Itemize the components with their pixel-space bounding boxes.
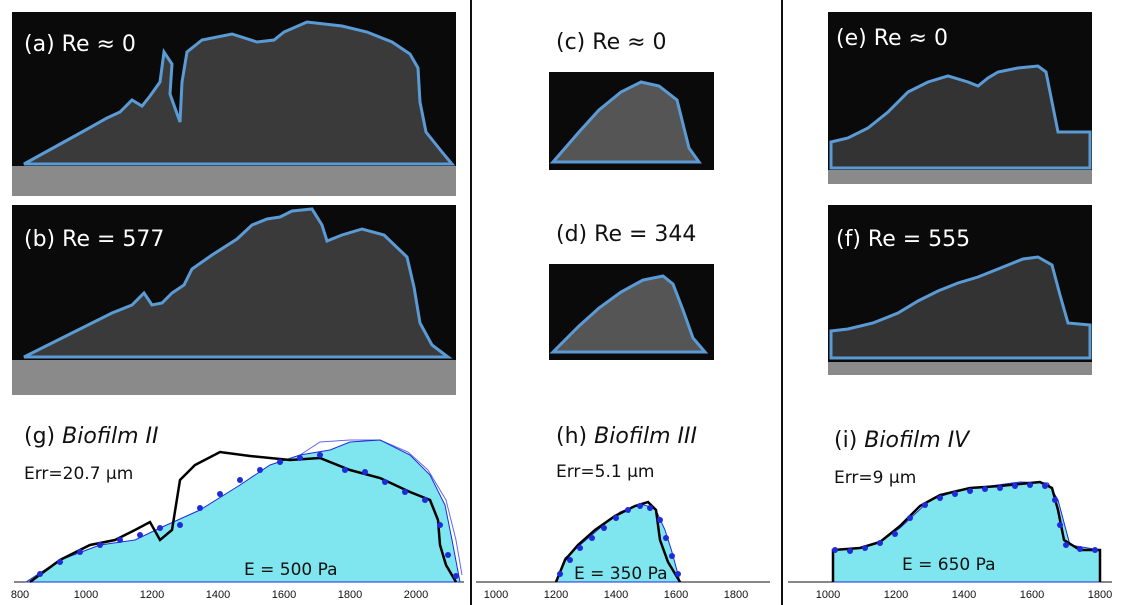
plot-i-tick: 1800 [1088, 589, 1112, 601]
plot-g-tick: 1600 [272, 589, 296, 601]
plot-h-title: (h) Biofilm III [556, 424, 697, 449]
plot-h-tick: 1000 [484, 589, 508, 601]
plot-g-title: (g) Biofilm II [24, 424, 159, 449]
plot-i-tick: 1200 [884, 589, 908, 601]
plot-h-modulus: E = 350 Pa [574, 564, 668, 584]
plot-h-tick: 1200 [544, 589, 568, 601]
plot-g-tick: 1000 [74, 589, 98, 601]
plot-g-tick: 800 [11, 589, 29, 601]
plot-g-tick: 1200 [140, 589, 164, 601]
plot-g-tick: 1800 [338, 589, 362, 601]
plot-i-tick: 1600 [1020, 589, 1044, 601]
plot-h-tick: 1400 [604, 589, 628, 601]
plot-h-error: Err=5.1 μm [556, 462, 654, 482]
plot-i-title: (i) Biofilm IV [834, 428, 969, 453]
plot-g [14, 440, 464, 582]
plot-g-tick: 2000 [404, 589, 428, 601]
plot-h-tick: 1600 [664, 589, 688, 601]
plot-g-tick: 1400 [206, 589, 230, 601]
plot-i-tick: 1000 [816, 589, 840, 601]
plot-i-error: Err=9 μm [834, 468, 916, 488]
plot-i-modulus: E = 650 Pa [902, 555, 996, 575]
plot-g-modulus: E = 500 Pa [244, 560, 338, 580]
plot-g-error: Err=20.7 μm [24, 464, 133, 484]
plot-g-fill [26, 440, 460, 582]
plot-i-tick: 1400 [952, 589, 976, 601]
plot-h-tick: 1800 [724, 589, 748, 601]
